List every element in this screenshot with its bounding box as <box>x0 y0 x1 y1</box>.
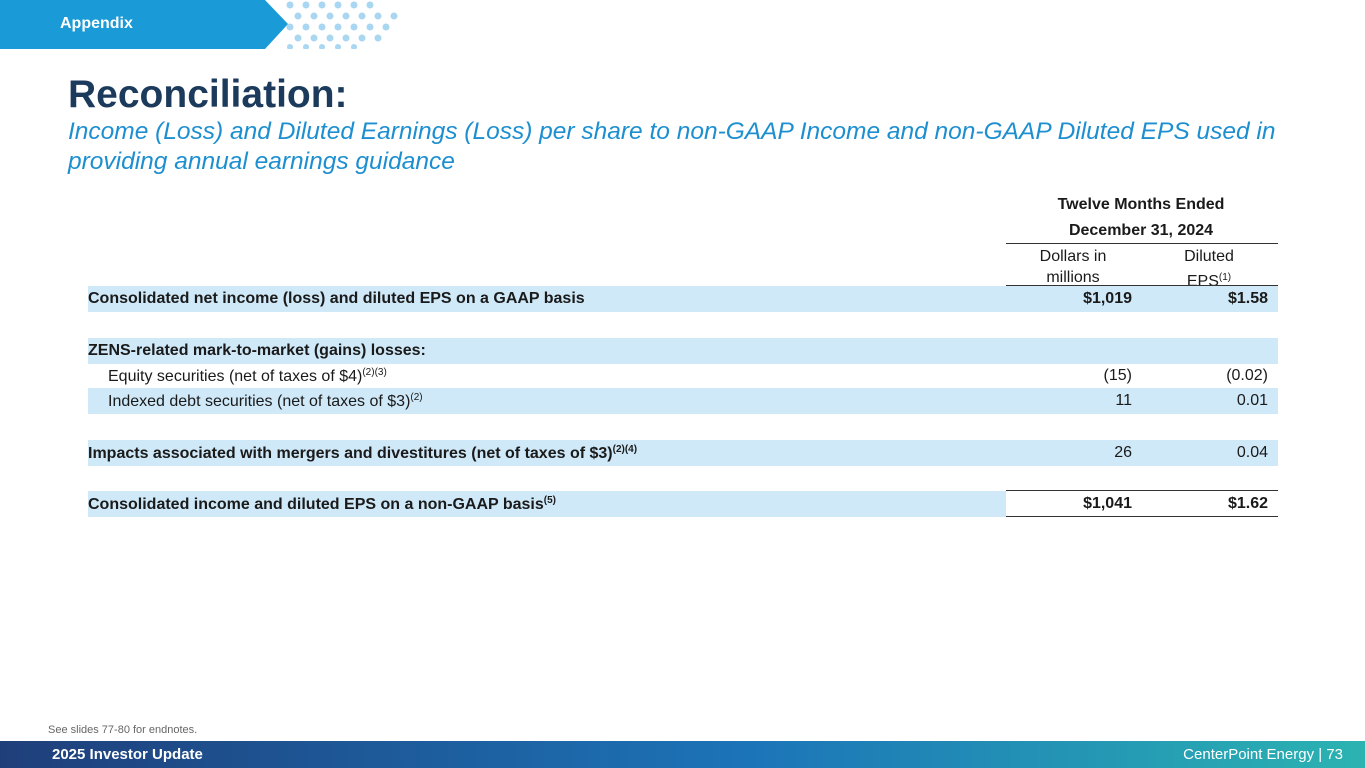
total-value-background <box>1006 491 1278 517</box>
section-tab: Appendix <box>0 0 288 49</box>
table-row-gaap: Consolidated net income (loss) and dilut… <box>88 286 1278 312</box>
total-bottom-rule <box>1006 516 1278 517</box>
period-header: Twelve Months Ended <box>1057 196 1225 213</box>
column-header-dollars: Dollars in millions <box>1039 248 1107 286</box>
table-row-zens-header: ZENS-related mark-to-market (gains) loss… <box>88 338 1278 364</box>
total-top-rule <box>1006 490 1278 491</box>
page-title: Reconciliation: <box>68 73 348 116</box>
period-date-header: December 31, 2024 <box>1068 222 1214 239</box>
column-header-rule <box>1006 285 1278 286</box>
section-tab-shape <box>0 0 288 49</box>
footer-bar: 2025 Investor Update CenterPoint Energy … <box>0 741 1365 768</box>
header-rule <box>1006 243 1278 244</box>
table-row-indexed-debt: Indexed debt securities (net of taxes of… <box>88 388 1278 414</box>
table-row-mergers: Impacts associated with mergers and dive… <box>88 440 1278 466</box>
table-row-equity-securities: Equity securities (net of taxes of $4)(2… <box>108 366 1268 385</box>
footer-event-title: 2025 Investor Update <box>52 746 203 763</box>
endnote-text: See slides 77-80 for endnotes. <box>48 724 198 736</box>
page-subtitle: Income (Loss) and Diluted Earnings (Loss… <box>68 118 1276 175</box>
footer-page-number: CenterPoint Energy | 73 <box>1183 746 1343 763</box>
decorative-dots <box>286 1 398 49</box>
section-tab-label: Appendix <box>60 15 133 32</box>
table-row-non-gaap: Consolidated income and diluted EPS on a… <box>88 491 1278 517</box>
